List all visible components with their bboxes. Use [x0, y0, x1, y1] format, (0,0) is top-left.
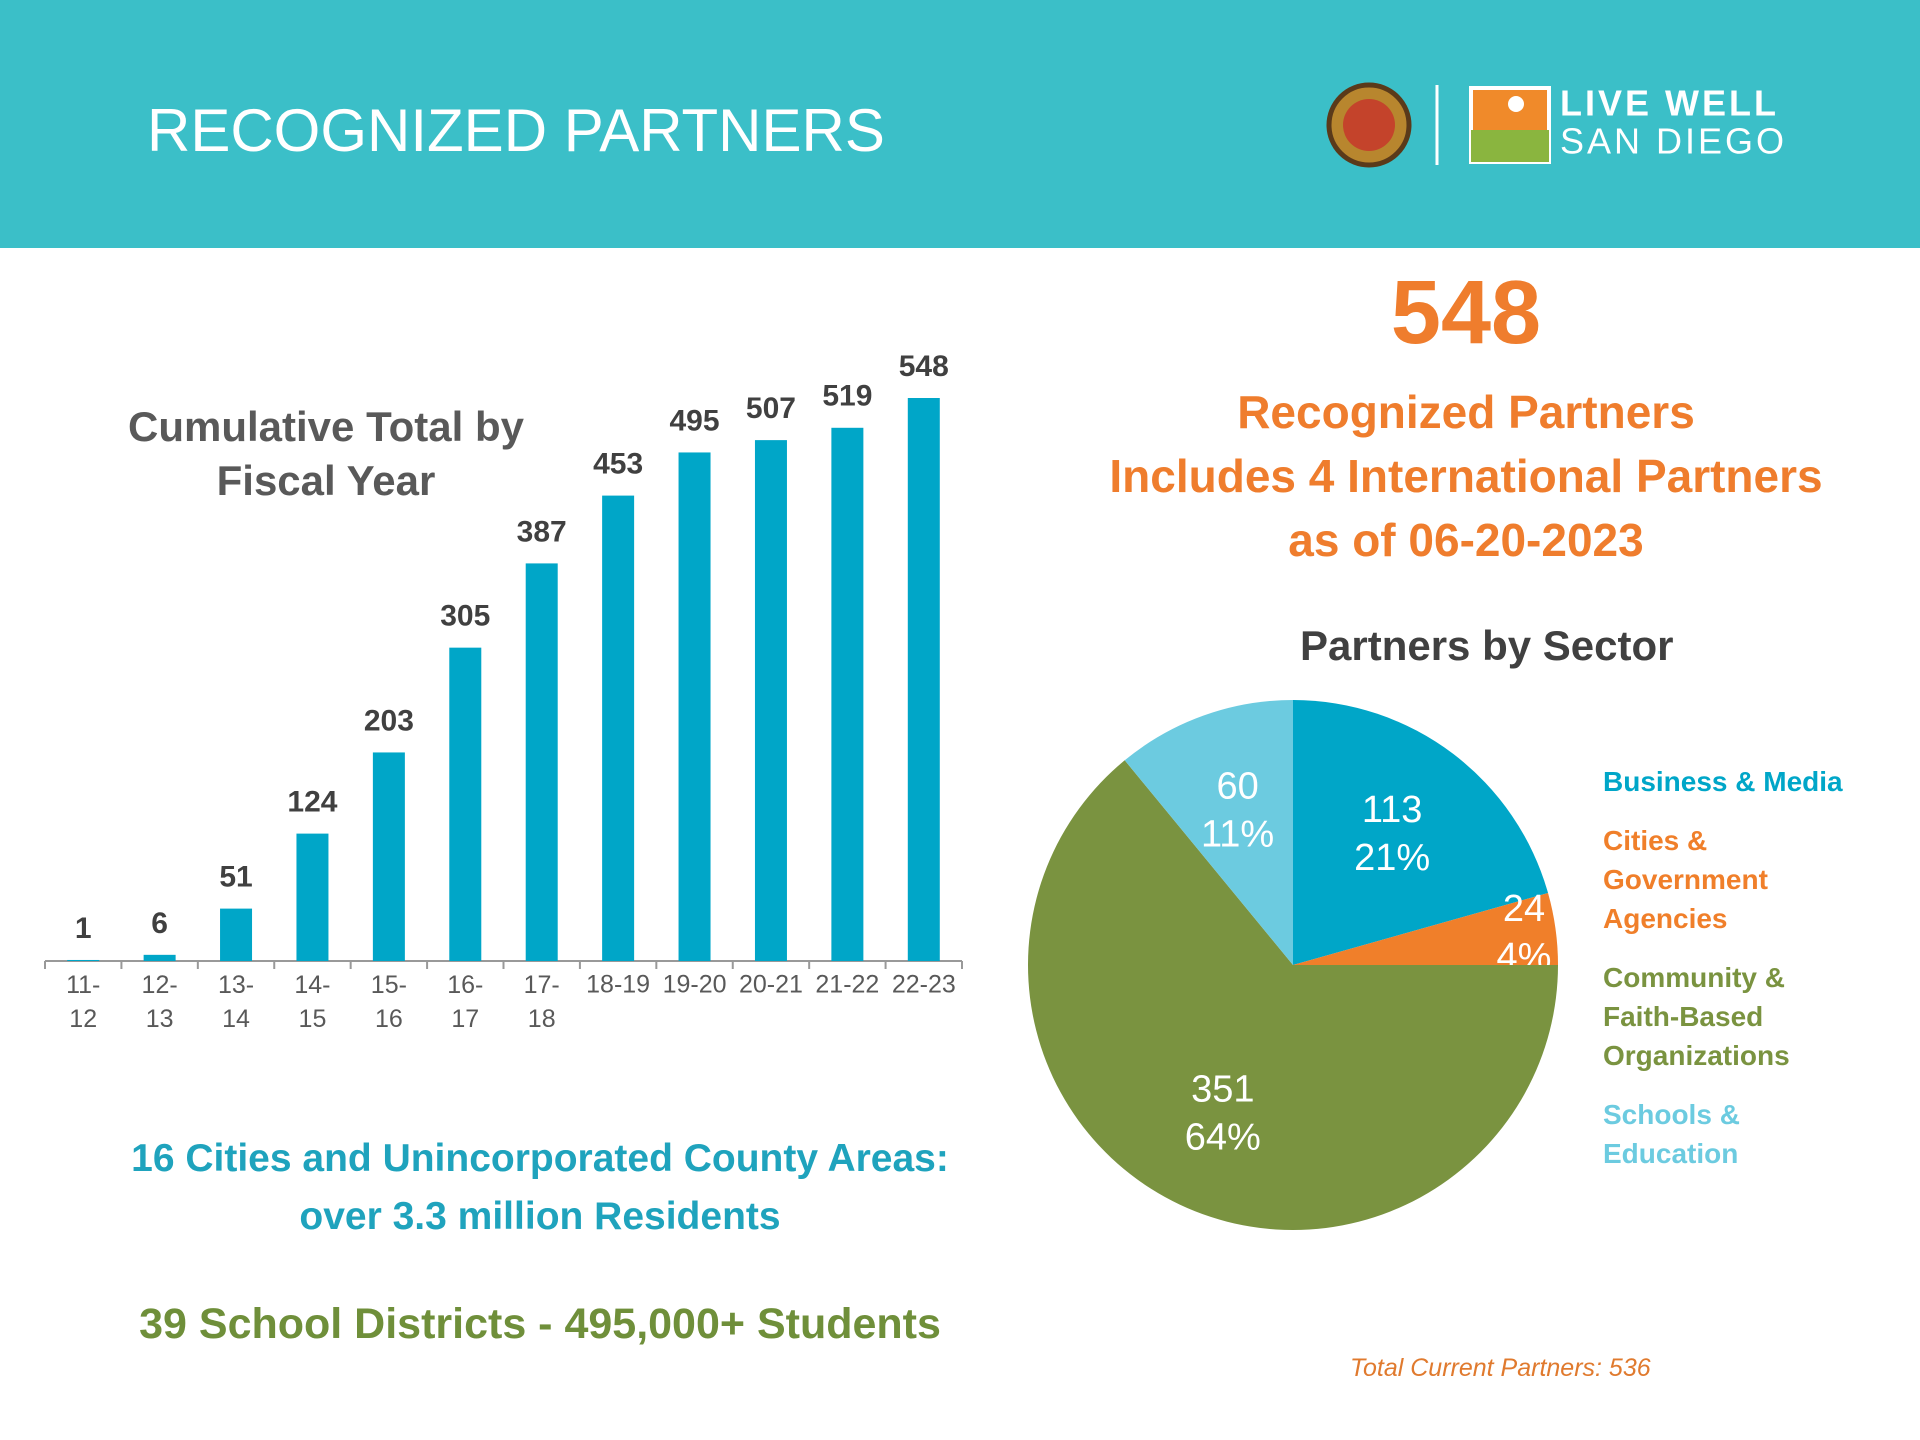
- highlight-text: Recognized Partners Includes 4 Internatio…: [1016, 380, 1916, 572]
- legend-entry: Community & Faith-Based Organizations: [1603, 962, 1790, 1071]
- bar: [831, 427, 864, 961]
- bar: [449, 647, 482, 961]
- pie-slice: [1293, 700, 1549, 965]
- highlight-line: as of 06-20-2023: [1288, 514, 1644, 566]
- x-tick-label: 17-18: [524, 971, 560, 1033]
- pie-chart-title: Partners by Sector: [1300, 622, 1674, 669]
- x-tick-label: 12-13: [142, 971, 178, 1033]
- header-band: [0, 0, 1920, 248]
- legend-entry: Cities & Government Agencies: [1603, 825, 1768, 934]
- x-tick-label: 19-20: [663, 971, 727, 999]
- value-label: 453: [593, 448, 643, 481]
- value-label: 387: [517, 515, 567, 548]
- slice-value-label: 351: [1191, 1069, 1254, 1111]
- live-well-icon-figure: [1508, 96, 1524, 112]
- x-tick-label: 13-14: [218, 971, 254, 1033]
- value-label: 548: [899, 350, 949, 383]
- value-label: 6: [151, 907, 168, 940]
- x-tick-label: 22-23: [892, 971, 956, 999]
- x-tick-label: 20-21: [739, 971, 803, 999]
- highlight-line: Recognized Partners: [1237, 386, 1695, 438]
- county-seal-center: [1343, 99, 1395, 151]
- bar: [678, 452, 711, 961]
- x-tick-label: 16-17: [447, 971, 483, 1033]
- slice-percent-label: 21%: [1354, 837, 1430, 879]
- value-label: 1: [75, 912, 92, 945]
- pie-slice: [1027, 760, 1558, 1231]
- pie-slice: [1293, 892, 1558, 965]
- cities-line: 16 Cities and Unincorporated County Area…: [131, 1137, 949, 1180]
- bar: [754, 440, 787, 961]
- highlight-line: Includes 4 International Partners: [1109, 450, 1823, 502]
- legend-entry: Business & Media: [1603, 766, 1843, 797]
- bar: [143, 954, 176, 961]
- logos: LIVE WELL SAN DIEGO: [1326, 82, 1787, 168]
- value-label: 519: [822, 380, 872, 413]
- legend-entry: Schools & Education: [1603, 1099, 1740, 1169]
- value-label: 507: [746, 392, 796, 425]
- bar: [525, 563, 558, 961]
- pie-slice: [1124, 700, 1293, 965]
- schools-note: 39 School Districts - 495,000+ Students: [139, 1300, 941, 1348]
- x-tick-label: 15-16: [371, 971, 407, 1033]
- highlight-number: 548: [1390, 263, 1542, 363]
- x-tick-label: 11-12: [66, 971, 100, 1033]
- bar: [372, 752, 405, 961]
- footer-note: Total Current Partners: 536: [1350, 1354, 1651, 1382]
- bar: [67, 959, 100, 961]
- slice-value-label: 113: [1362, 789, 1423, 831]
- value-label: 495: [670, 404, 720, 437]
- slice-percent-label: 64%: [1185, 1117, 1261, 1159]
- cities-note: 16 Cities and Unincorporated County Area…: [40, 1130, 1040, 1246]
- cities-line: over 3.3 million Residents: [299, 1195, 781, 1238]
- logo-text: LIVE WELL: [1560, 83, 1779, 124]
- slice-value-label: 24: [1503, 888, 1545, 930]
- bar-chart-title: Cumulative Total by Fiscal Year: [128, 403, 524, 504]
- bar: [602, 495, 635, 961]
- live-well-icon-ground: [1471, 130, 1549, 162]
- slice-value-label: 60: [1216, 765, 1258, 807]
- bar: [907, 398, 940, 961]
- x-tick-label: 21-22: [815, 971, 879, 999]
- logo-text: SAN DIEGO: [1560, 121, 1787, 162]
- slice-percent-label: 11%: [1201, 813, 1274, 855]
- pie-legend: Business & Media Cities & Government Agen…: [1603, 762, 1863, 1193]
- bar: [220, 908, 253, 961]
- x-tick-label: 18-19: [586, 971, 650, 999]
- value-label: 124: [287, 786, 337, 819]
- value-label: 203: [364, 704, 414, 737]
- page-title: RECOGNIZED PARTNERS: [147, 97, 885, 164]
- value-label: 305: [440, 600, 490, 633]
- bar: [296, 833, 329, 961]
- x-tick-label: 14-15: [294, 971, 330, 1033]
- value-label: 51: [219, 861, 252, 894]
